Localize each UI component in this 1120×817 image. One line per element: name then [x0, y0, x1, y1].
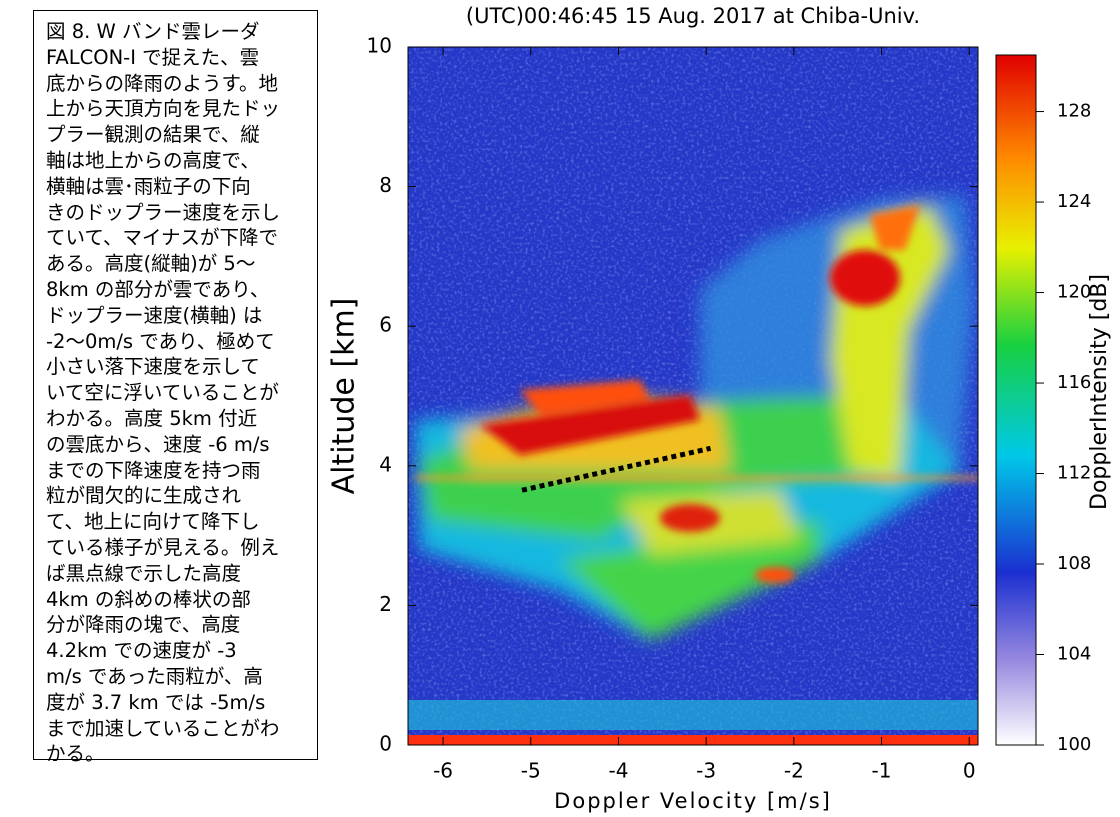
x-tick-label: -5 — [521, 759, 541, 783]
colorbar-tick-label: 104 — [1057, 644, 1091, 665]
y-tick-label: 0 — [379, 732, 392, 756]
x-tick-label: -3 — [696, 759, 716, 783]
colorbar-tick-label: 128 — [1057, 101, 1091, 122]
chart-title: (UTC)00:46:45 15 Aug. 2017 at Chiba-Univ… — [466, 4, 920, 28]
x-tick-label: -4 — [608, 759, 628, 783]
y-tick-label: 10 — [367, 34, 392, 58]
colorbar-tick-label: 108 — [1057, 553, 1091, 574]
colorbar-tick-label: 124 — [1057, 191, 1091, 212]
x-tick-label: -1 — [872, 759, 892, 783]
colorbar-tick-label: 100 — [1057, 734, 1091, 755]
chart: (UTC)00:46:45 15 Aug. 2017 at Chiba-Univ… — [0, 0, 1120, 817]
page: 図 8. W バンド雲レーダFALCON-I で捉えた、雲底からの降雨のようす。… — [0, 0, 1120, 817]
y-tick-label: 4 — [379, 452, 392, 476]
heatmap-image — [408, 47, 980, 745]
x-tick-label: 0 — [963, 759, 976, 783]
x-axis-label: Doppler Velocity [m/s] — [554, 789, 832, 813]
y-tick-label: 8 — [379, 173, 392, 197]
y-axis-label: Altitude [km] — [327, 298, 362, 495]
colorbar-label: DopplerIntensity [dB] — [1087, 274, 1112, 510]
y-tick-label: 2 — [379, 592, 392, 616]
colorbar — [996, 55, 1036, 745]
x-tick-label: -6 — [433, 759, 453, 783]
y-tick-label: 6 — [379, 313, 392, 337]
x-tick-label: -2 — [784, 759, 804, 783]
